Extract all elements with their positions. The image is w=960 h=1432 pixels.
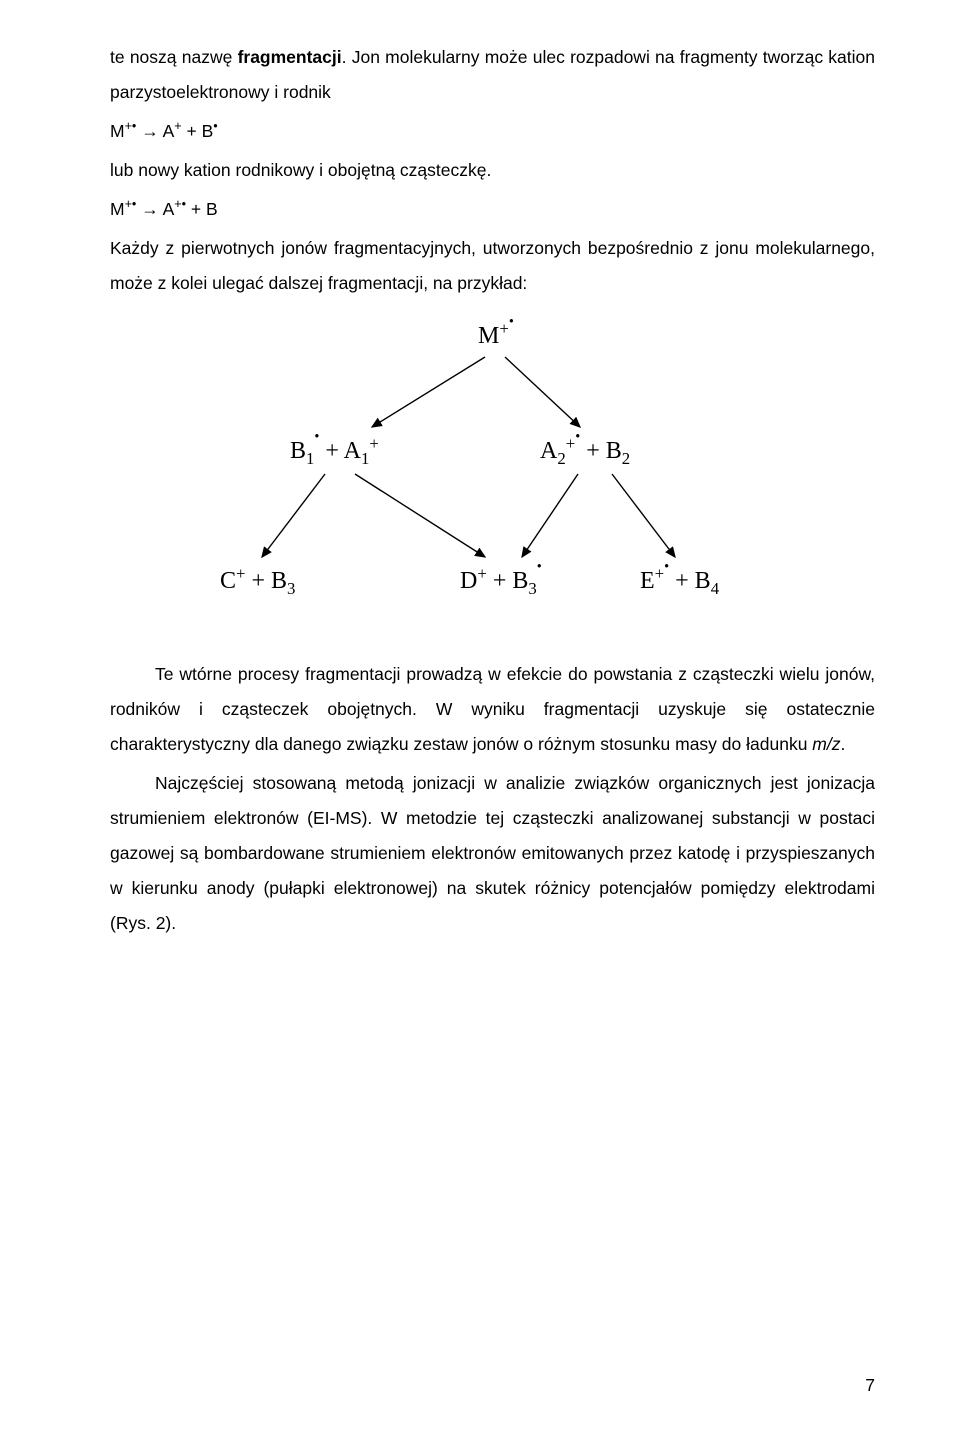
- node-d-b3: D+ + B3•: [460, 564, 542, 599]
- node-e-b4: E+• + B4: [640, 564, 719, 599]
- node-m: M+•: [478, 319, 514, 350]
- paragraph-3: Każdy z pierwotnych jonów fragmentacyjny…: [110, 231, 875, 301]
- paragraph-2: lub nowy kation rodnikowy i obojętną czą…: [110, 153, 875, 188]
- page-number: 7: [865, 1375, 875, 1396]
- paragraph-1: te noszą nazwę fragmentacji. Jon molekul…: [110, 40, 875, 110]
- para4-text2: .: [841, 734, 846, 754]
- para1-text1: te noszą nazwę: [110, 47, 238, 67]
- para4-italic: m/z: [812, 734, 840, 754]
- eq2-text: M+• → A+• + B: [110, 199, 218, 219]
- node-c-b3: C+ + B3: [220, 564, 295, 599]
- equation-1: M+• → A+ + B•: [110, 114, 875, 149]
- equation-2: M+• → A+• + B: [110, 192, 875, 227]
- node-a2-b2: A2+• + B2: [540, 434, 630, 469]
- fragmentation-tree-diagram: M+• B1• + A1+ A2+• + B2 C+ + B3 D+ + B3•…: [110, 319, 875, 629]
- node-b1-a1: B1• + A1+: [290, 434, 379, 469]
- paragraph-5: Najczęściej stosowaną metodą jonizacji w…: [110, 766, 875, 941]
- eq1-text: M+• → A+ + B•: [110, 121, 218, 141]
- para4-text1: Te wtórne procesy fragmentacji prowadzą …: [110, 664, 875, 754]
- para1-bold: fragmentacji: [238, 47, 342, 67]
- paragraph-4: Te wtórne procesy fragmentacji prowadzą …: [110, 657, 875, 762]
